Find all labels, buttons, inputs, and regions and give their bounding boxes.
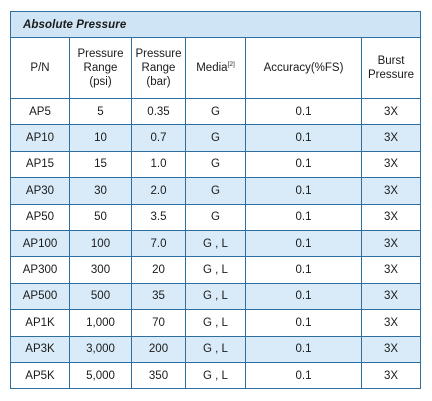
header-burst-pressure: Burst Pressure <box>360 37 422 99</box>
absolute-pressure-table: Absolute Pressure P/N Pressure Range (ps… <box>9 11 422 390</box>
cell-media: G , L <box>185 229 246 258</box>
cell-pressure-bar: 35 <box>131 282 186 311</box>
cell-media: G , L <box>185 309 246 337</box>
cell-pressure-psi: 10 <box>69 124 132 152</box>
cell-burst-pressure: 3X <box>360 97 422 126</box>
cell-accuracy: 0.1 <box>245 97 362 126</box>
cell-pn: AP500 <box>10 282 70 311</box>
cell-burst-pressure: 3X <box>360 335 422 363</box>
cell-media: G , L <box>185 256 246 284</box>
cell-pressure-psi: 5 <box>69 97 132 126</box>
cell-accuracy: 0.1 <box>245 203 362 231</box>
cell-media: G <box>185 97 246 126</box>
cell-burst-pressure: 3X <box>360 177 422 205</box>
table-row: AP50 50 3.5 G 0.1 3X <box>10 203 422 231</box>
cell-pn: AP5 <box>10 97 70 126</box>
cell-pn: AP5K <box>10 361 70 390</box>
cell-pressure-psi: 3,000 <box>69 335 132 363</box>
cell-pressure-psi: 500 <box>69 282 132 311</box>
cell-pn: AP50 <box>10 203 70 231</box>
cell-pressure-psi: 5,000 <box>69 361 132 390</box>
header-pressure-psi: Pressure Range (psi) <box>69 37 132 99</box>
cell-pressure-psi: 50 <box>69 203 132 231</box>
cell-accuracy: 0.1 <box>245 282 362 311</box>
cell-burst-pressure: 3X <box>360 229 422 258</box>
table-row: AP15 15 1.0 G 0.1 3X <box>10 150 422 179</box>
cell-burst-pressure: 3X <box>360 309 422 337</box>
cell-media: G <box>185 124 246 152</box>
cell-pressure-psi: 30 <box>69 177 132 205</box>
cell-burst-pressure: 3X <box>360 203 422 231</box>
cell-pressure-bar: 0.7 <box>131 124 186 152</box>
table-row: AP500 500 35 G , L 0.1 3X <box>10 282 422 311</box>
header-pressure-bar-line-2: Range <box>141 62 176 74</box>
cell-accuracy: 0.1 <box>245 335 362 363</box>
cell-media: G , L <box>185 361 246 390</box>
cell-media: G , L <box>185 282 246 311</box>
table-header-row: P/N Pressure Range (psi) Pressure Range … <box>10 37 422 99</box>
cell-pressure-bar: 3.5 <box>131 203 186 231</box>
cell-pn: AP100 <box>10 229 70 258</box>
header-pressure-bar-line-1: Pressure <box>135 48 182 60</box>
cell-accuracy: 0.1 <box>245 124 362 152</box>
cell-pressure-psi: 300 <box>69 256 132 284</box>
cell-pn: AP10 <box>10 124 70 152</box>
table-row: AP5 5 0.35 G 0.1 3X <box>10 97 422 126</box>
cell-accuracy: 0.1 <box>245 256 362 284</box>
cell-accuracy: 0.1 <box>245 309 362 337</box>
table-row: AP5K 5,000 350 G , L 0.1 3X <box>10 361 422 390</box>
header-media-label: Media <box>196 62 228 74</box>
header-pressure-psi-line-2: Range <box>83 62 118 74</box>
header-burst-line-1: Burst <box>377 55 405 67</box>
cell-accuracy: 0.1 <box>245 229 362 258</box>
cell-burst-pressure: 3X <box>360 361 422 390</box>
cell-burst-pressure: 3X <box>360 124 422 152</box>
header-pressure-psi-line-3: (psi) <box>89 76 112 88</box>
cell-burst-pressure: 3X <box>360 282 422 311</box>
header-media-footnote: [2] <box>227 61 235 69</box>
table-row: AP100 100 7.0 G , L 0.1 3X <box>10 229 422 258</box>
header-burst-line-2: Pressure <box>368 69 415 81</box>
table-row: AP300 300 20 G , L 0.1 3X <box>10 256 422 284</box>
header-media: Media[2] <box>185 37 246 99</box>
cell-pressure-bar: 7.0 <box>131 229 186 258</box>
cell-pressure-bar: 20 <box>131 256 186 284</box>
table-row: AP1K 1,000 70 G , L 0.1 3X <box>10 309 422 337</box>
header-pressure-psi-line-1: Pressure <box>77 48 124 60</box>
table-row: AP30 30 2.0 G 0.1 3X <box>10 177 422 205</box>
header-accuracy: Accuracy(%FS) <box>245 37 362 99</box>
cell-pn: AP15 <box>10 150 70 179</box>
cell-pressure-bar: 0.35 <box>131 97 186 126</box>
table-title: Absolute Pressure <box>9 11 422 38</box>
cell-burst-pressure: 3X <box>360 150 422 179</box>
header-pn: P/N <box>10 37 70 99</box>
header-pressure-bar: Pressure Range (bar) <box>131 37 186 99</box>
cell-pressure-psi: 1,000 <box>69 309 132 337</box>
cell-media: G <box>185 177 246 205</box>
cell-media: G , L <box>185 335 246 363</box>
cell-accuracy: 0.1 <box>245 177 362 205</box>
table-row: AP3K 3,000 200 G , L 0.1 3X <box>10 335 422 363</box>
cell-pn: AP1K <box>10 309 70 337</box>
cell-accuracy: 0.1 <box>245 150 362 179</box>
cell-pressure-bar: 350 <box>131 361 186 390</box>
cell-pressure-bar: 2.0 <box>131 177 186 205</box>
cell-pressure-bar: 70 <box>131 309 186 337</box>
header-pressure-bar-line-3: (bar) <box>146 76 171 88</box>
cell-pn: AP300 <box>10 256 70 284</box>
table-title-row: Absolute Pressure <box>9 11 422 38</box>
cell-media: G <box>185 203 246 231</box>
cell-pressure-psi: 100 <box>69 229 132 258</box>
cell-pressure-bar: 200 <box>131 335 186 363</box>
cell-pn: AP3K <box>10 335 70 363</box>
table-row: AP10 10 0.7 G 0.1 3X <box>10 124 422 152</box>
cell-pn: AP30 <box>10 177 70 205</box>
table-body: AP5 5 0.35 G 0.1 3X AP10 10 0.7 G 0.1 3X AP15 15 1.0 G 0… <box>10 97 422 390</box>
cell-pressure-bar: 1.0 <box>131 150 186 179</box>
cell-accuracy: 0.1 <box>245 361 362 390</box>
cell-burst-pressure: 3X <box>360 256 422 284</box>
cell-pressure-psi: 15 <box>69 150 132 179</box>
cell-media: G <box>185 150 246 179</box>
